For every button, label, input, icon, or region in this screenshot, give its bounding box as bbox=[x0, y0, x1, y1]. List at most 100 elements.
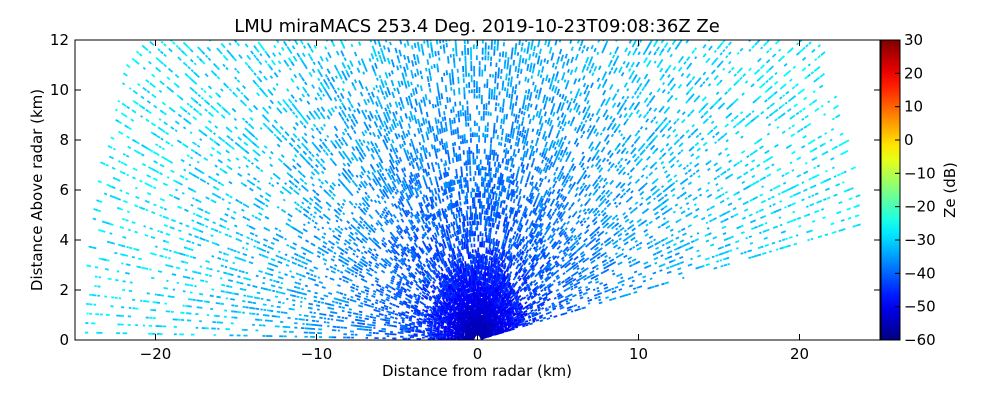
radar-return bbox=[517, 120, 518, 124]
radar-return bbox=[690, 236, 692, 237]
radar-return bbox=[557, 246, 560, 249]
radar-return bbox=[560, 126, 561, 129]
radar-return bbox=[830, 158, 834, 160]
radar-return bbox=[415, 158, 416, 161]
radar-return bbox=[716, 132, 719, 135]
radar-return bbox=[803, 189, 807, 191]
radar-return bbox=[703, 54, 706, 57]
radar-return bbox=[607, 126, 609, 130]
radar-return bbox=[841, 173, 844, 174]
radar-return bbox=[662, 106, 664, 109]
radar-return bbox=[773, 226, 778, 228]
radar-return bbox=[814, 211, 819, 213]
radar-return bbox=[629, 113, 632, 118]
radar-return bbox=[723, 68, 725, 70]
radar-return bbox=[631, 191, 633, 193]
radar-return bbox=[600, 178, 603, 182]
radar-return bbox=[406, 133, 407, 136]
radar-return bbox=[811, 140, 815, 142]
radar-return bbox=[634, 159, 637, 162]
radar-return bbox=[652, 96, 655, 100]
radar-return bbox=[815, 175, 819, 177]
radar-return bbox=[775, 119, 778, 121]
radar-return bbox=[801, 146, 804, 148]
radar-return bbox=[509, 70, 510, 76]
radar-return bbox=[547, 318, 550, 319]
radar-return bbox=[538, 294, 540, 296]
radar-return bbox=[728, 203, 732, 205]
radar-return bbox=[597, 183, 599, 185]
radar-return bbox=[399, 102, 400, 105]
radar-return bbox=[853, 226, 856, 227]
radar-return bbox=[661, 38, 664, 43]
radar-return bbox=[567, 105, 569, 110]
radar-return bbox=[720, 80, 722, 82]
radar-return bbox=[569, 169, 571, 173]
radar-return bbox=[803, 47, 805, 49]
radar-return bbox=[516, 101, 517, 105]
radar-return bbox=[706, 78, 709, 81]
radar-return bbox=[619, 67, 622, 73]
radar-return bbox=[667, 272, 671, 273]
radar-return bbox=[707, 228, 709, 229]
radar-return bbox=[812, 100, 816, 103]
radar-return bbox=[538, 253, 540, 256]
radar-return bbox=[713, 136, 715, 138]
radar-return bbox=[612, 226, 615, 228]
radar-return bbox=[620, 165, 622, 168]
radar-return bbox=[523, 244, 525, 248]
radar-return bbox=[680, 207, 682, 208]
radar-return bbox=[696, 156, 700, 159]
radar-return bbox=[617, 89, 619, 92]
radar-return bbox=[626, 62, 629, 67]
radar-return bbox=[547, 253, 550, 256]
radar-return bbox=[515, 90, 516, 94]
radar-return bbox=[528, 172, 530, 178]
radar-return bbox=[465, 261, 466, 265]
radar-return bbox=[692, 125, 694, 127]
radar-return bbox=[662, 49, 664, 52]
radar-return bbox=[690, 63, 692, 66]
radar-return bbox=[557, 72, 558, 77]
radar-return bbox=[387, 112, 389, 116]
radar-return bbox=[491, 239, 492, 244]
radar-return bbox=[724, 171, 726, 173]
radar-return bbox=[531, 44, 532, 49]
radar-return bbox=[510, 244, 512, 249]
radar-return bbox=[516, 142, 517, 146]
radar-return bbox=[462, 256, 463, 261]
radar-return bbox=[606, 190, 609, 194]
radar-return bbox=[710, 244, 714, 245]
radar-return bbox=[797, 157, 801, 159]
radar-return bbox=[592, 125, 595, 130]
radar-return bbox=[424, 149, 425, 154]
radar-return bbox=[434, 145, 435, 148]
radar-return bbox=[502, 129, 503, 135]
radar-return bbox=[741, 232, 744, 233]
radar-return bbox=[625, 83, 628, 88]
radar-return bbox=[583, 209, 585, 212]
radar-return bbox=[548, 118, 550, 125]
radar-return bbox=[522, 133, 523, 138]
radar-return bbox=[773, 54, 776, 57]
radar-return bbox=[612, 134, 614, 136]
radar-return bbox=[623, 213, 626, 215]
radar-return bbox=[604, 178, 606, 181]
radar-return bbox=[638, 188, 642, 191]
radar-return bbox=[447, 196, 448, 200]
radar-return bbox=[668, 147, 672, 151]
radar-return bbox=[596, 197, 599, 200]
radar-return bbox=[443, 199, 444, 202]
radar-return bbox=[754, 142, 758, 145]
radar-return bbox=[744, 172, 748, 175]
radar-return bbox=[418, 84, 419, 87]
radar-return bbox=[706, 190, 709, 192]
radar-return bbox=[601, 219, 604, 222]
radar-return bbox=[397, 55, 398, 58]
radar-return bbox=[666, 226, 670, 228]
radar-return bbox=[586, 57, 588, 63]
radar-return bbox=[631, 62, 634, 67]
radar-return bbox=[651, 120, 653, 123]
radar-return bbox=[453, 212, 454, 219]
radar-return bbox=[559, 177, 561, 181]
